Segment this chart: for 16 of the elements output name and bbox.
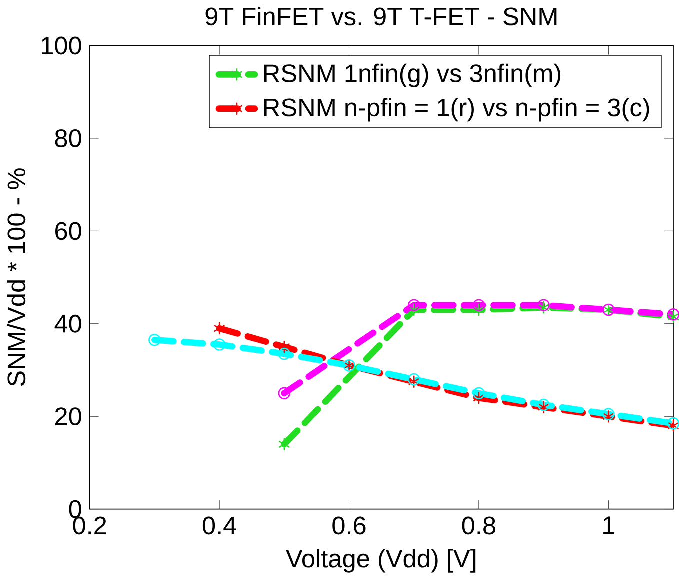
y-tick-label: 80 [55,130,82,148]
y-axis-title: SNM/Vdd * 100 - % [7,168,26,386]
legend-label: RSNM 1nfin(g) vs 3nfin(m) [264,64,561,88]
y-tick-label: 40 [54,315,82,333]
x-axis-title: Voltage (Vdd) [V] [286,549,476,573]
x-tick-label: 0.2 [73,516,106,535]
x-tick-label: 1 [604,516,614,534]
x-tick-label: 0.6 [332,516,366,535]
x-tick-label: 0.8 [462,516,496,535]
x-tick-label: 0.4 [202,516,236,535]
legend-label: RSNM n-pfin = 1(r) vs n-pfin = 3(c) [264,98,650,122]
y-tick-label: 100 [42,36,82,55]
chart-title: 9T FinFET vs. 9T T-FET - SNM [206,7,557,26]
y-tick-label: 0 [69,500,82,518]
y-tick-label: 20 [55,408,82,426]
y-tick-label: 60 [56,222,82,240]
